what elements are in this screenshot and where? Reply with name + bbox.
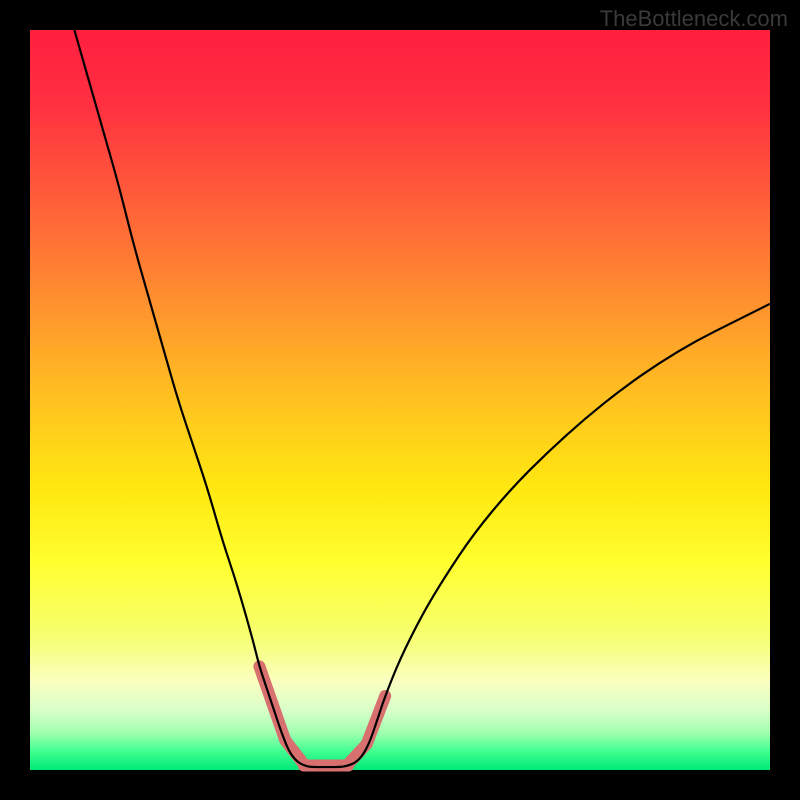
watermark-text: TheBottleneck.com bbox=[600, 6, 788, 32]
bottleneck-chart bbox=[0, 0, 800, 800]
